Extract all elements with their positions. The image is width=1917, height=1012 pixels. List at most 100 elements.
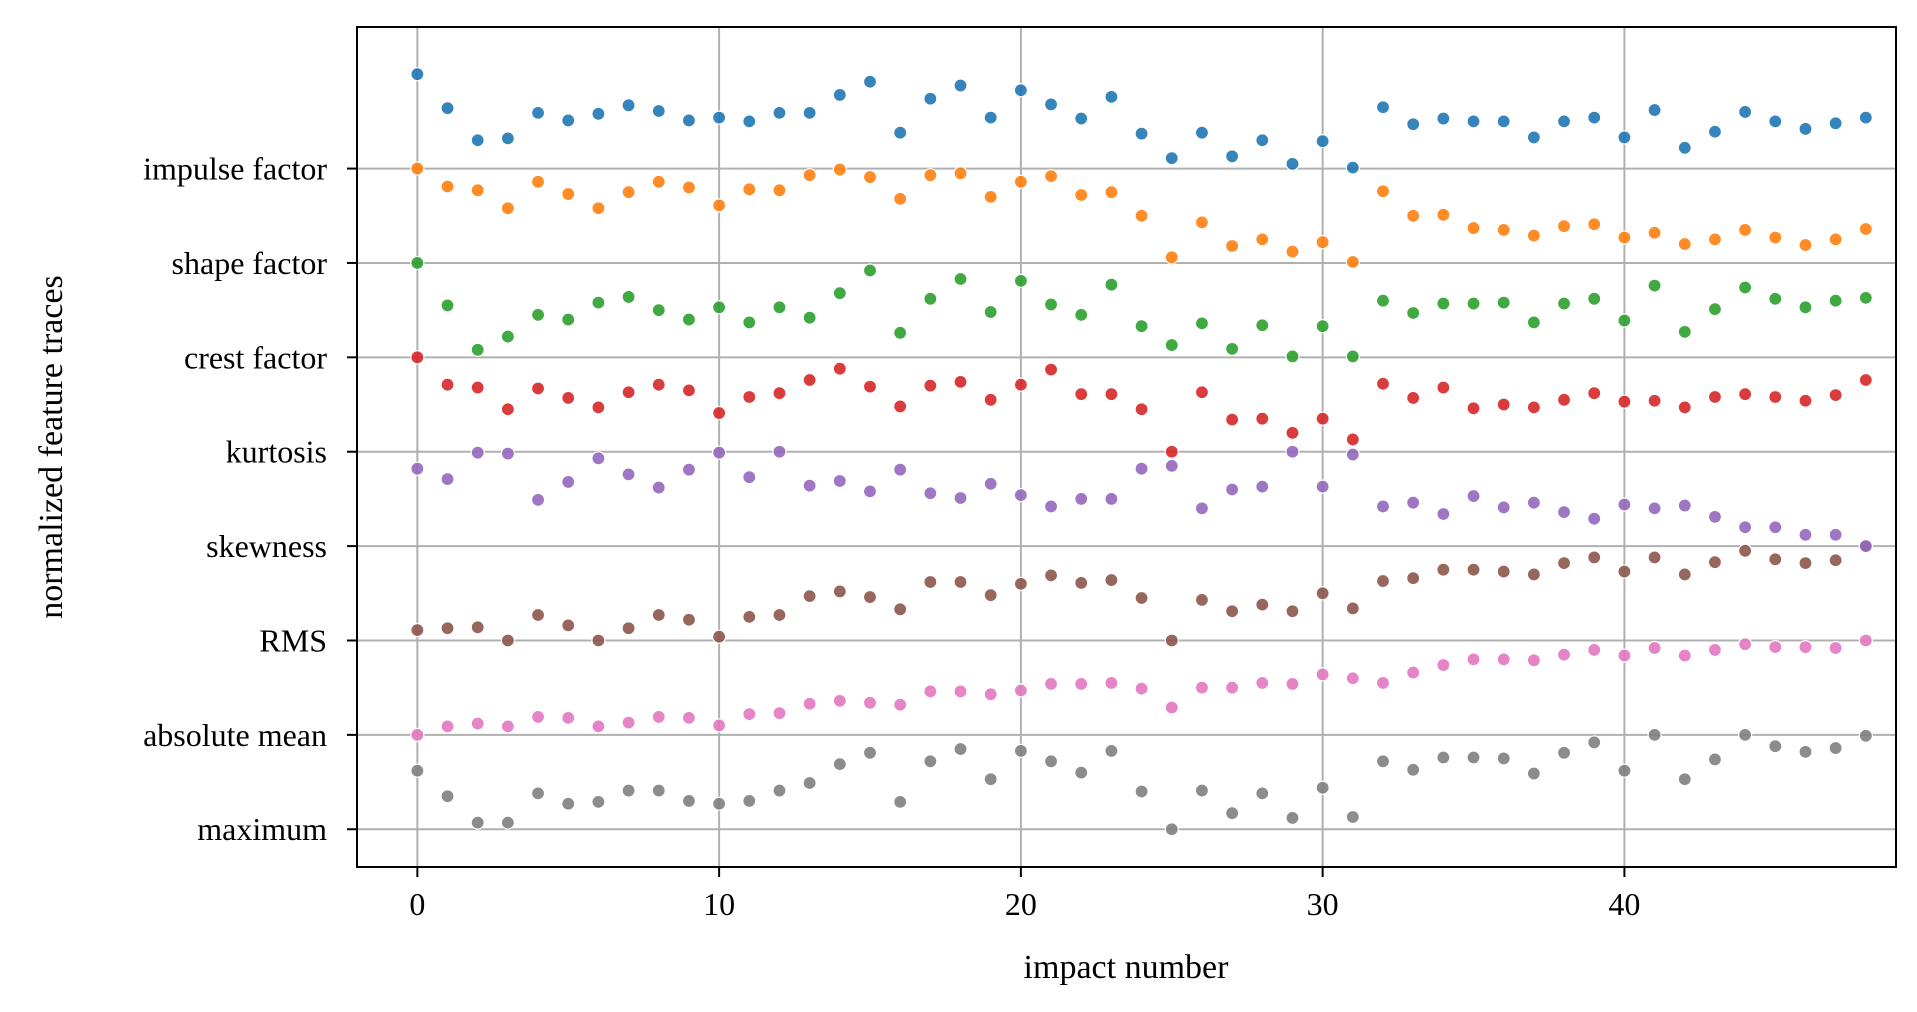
data-point (1647, 393, 1662, 408)
data-point (1164, 337, 1179, 353)
data-point (1406, 495, 1421, 510)
data-point (470, 133, 485, 148)
data-point (1587, 642, 1602, 658)
data-point (1466, 401, 1481, 416)
data-point (1375, 573, 1391, 589)
data-point (1315, 479, 1330, 494)
data-point (1013, 683, 1028, 698)
data-point (1526, 495, 1541, 510)
data-point (923, 91, 938, 106)
data-point (1194, 783, 1210, 798)
data-point (1225, 238, 1240, 254)
data-point (1647, 278, 1662, 293)
data-point (1768, 389, 1783, 405)
data-point (1345, 809, 1360, 825)
data-point (923, 754, 938, 769)
data-point (1436, 657, 1451, 673)
data-point (953, 166, 968, 181)
data-point (1043, 169, 1059, 184)
data-point (832, 87, 847, 103)
data-point (953, 741, 968, 757)
data-point (500, 719, 515, 734)
data-point (772, 183, 787, 198)
data-point (1677, 648, 1692, 663)
data-point (530, 105, 546, 120)
data-point (1556, 745, 1572, 760)
data-point (410, 623, 425, 638)
data-point (591, 106, 606, 121)
data-point (1526, 130, 1541, 145)
data-point (742, 793, 757, 809)
data-point (953, 374, 968, 389)
data-point (802, 168, 817, 183)
data-point (1406, 762, 1421, 777)
data-point (772, 607, 787, 623)
data-point (712, 718, 727, 733)
data-point (440, 179, 455, 194)
data-point (1013, 273, 1028, 288)
data-point (621, 185, 636, 200)
data-point (953, 490, 968, 506)
data-point (802, 696, 817, 711)
data-point (1194, 316, 1210, 331)
data-point (1074, 575, 1089, 591)
data-point (681, 793, 697, 809)
data-point (1134, 126, 1149, 141)
data-point (983, 687, 998, 702)
data-point (1134, 319, 1149, 334)
data-point (1587, 550, 1602, 565)
data-point (1225, 341, 1240, 356)
y-tick-label: kurtosis (226, 434, 327, 470)
data-point (1466, 562, 1481, 577)
data-point (1074, 307, 1089, 322)
y-tick-label: maximum (197, 811, 327, 847)
data-point (1345, 447, 1360, 462)
series-orange (410, 161, 1873, 270)
x-tick-label: 30 (1307, 886, 1339, 922)
data-point (1134, 461, 1149, 476)
data-point (1164, 458, 1179, 473)
data-point (1043, 568, 1059, 583)
data-point (1677, 772, 1692, 787)
data-point (1707, 642, 1723, 658)
data-point (712, 405, 727, 421)
data-point (1436, 296, 1451, 311)
data-point (953, 78, 968, 93)
data-point (862, 263, 878, 278)
data-point (561, 796, 576, 811)
data-point (1647, 102, 1662, 118)
data-point (1707, 389, 1723, 405)
data-point (1194, 215, 1210, 230)
data-point (410, 67, 425, 82)
data-point (1707, 555, 1723, 570)
data-point (772, 105, 787, 120)
data-point (893, 602, 908, 617)
data-point (1074, 491, 1089, 507)
data-point (591, 719, 606, 734)
data-point (1104, 89, 1119, 104)
data-point (1647, 550, 1662, 565)
data-point (1436, 750, 1451, 765)
data-point (1104, 572, 1119, 588)
data-point (681, 180, 697, 195)
data-point (1164, 700, 1179, 715)
data-point (832, 584, 847, 599)
data-point (983, 304, 998, 320)
data-point (410, 727, 425, 742)
data-point (1255, 133, 1270, 148)
data-point (681, 113, 697, 128)
data-point (1043, 499, 1059, 514)
data-point (1315, 134, 1330, 149)
data-point (1466, 296, 1481, 311)
data-point (591, 633, 606, 648)
data-point (953, 574, 968, 590)
data-point (1466, 488, 1481, 504)
data-point (893, 191, 908, 206)
data-point (1587, 217, 1602, 232)
data-point (1858, 728, 1873, 743)
data-point (923, 291, 938, 306)
data-point (1677, 567, 1692, 582)
data-point (1738, 637, 1753, 652)
data-point (1436, 562, 1451, 577)
